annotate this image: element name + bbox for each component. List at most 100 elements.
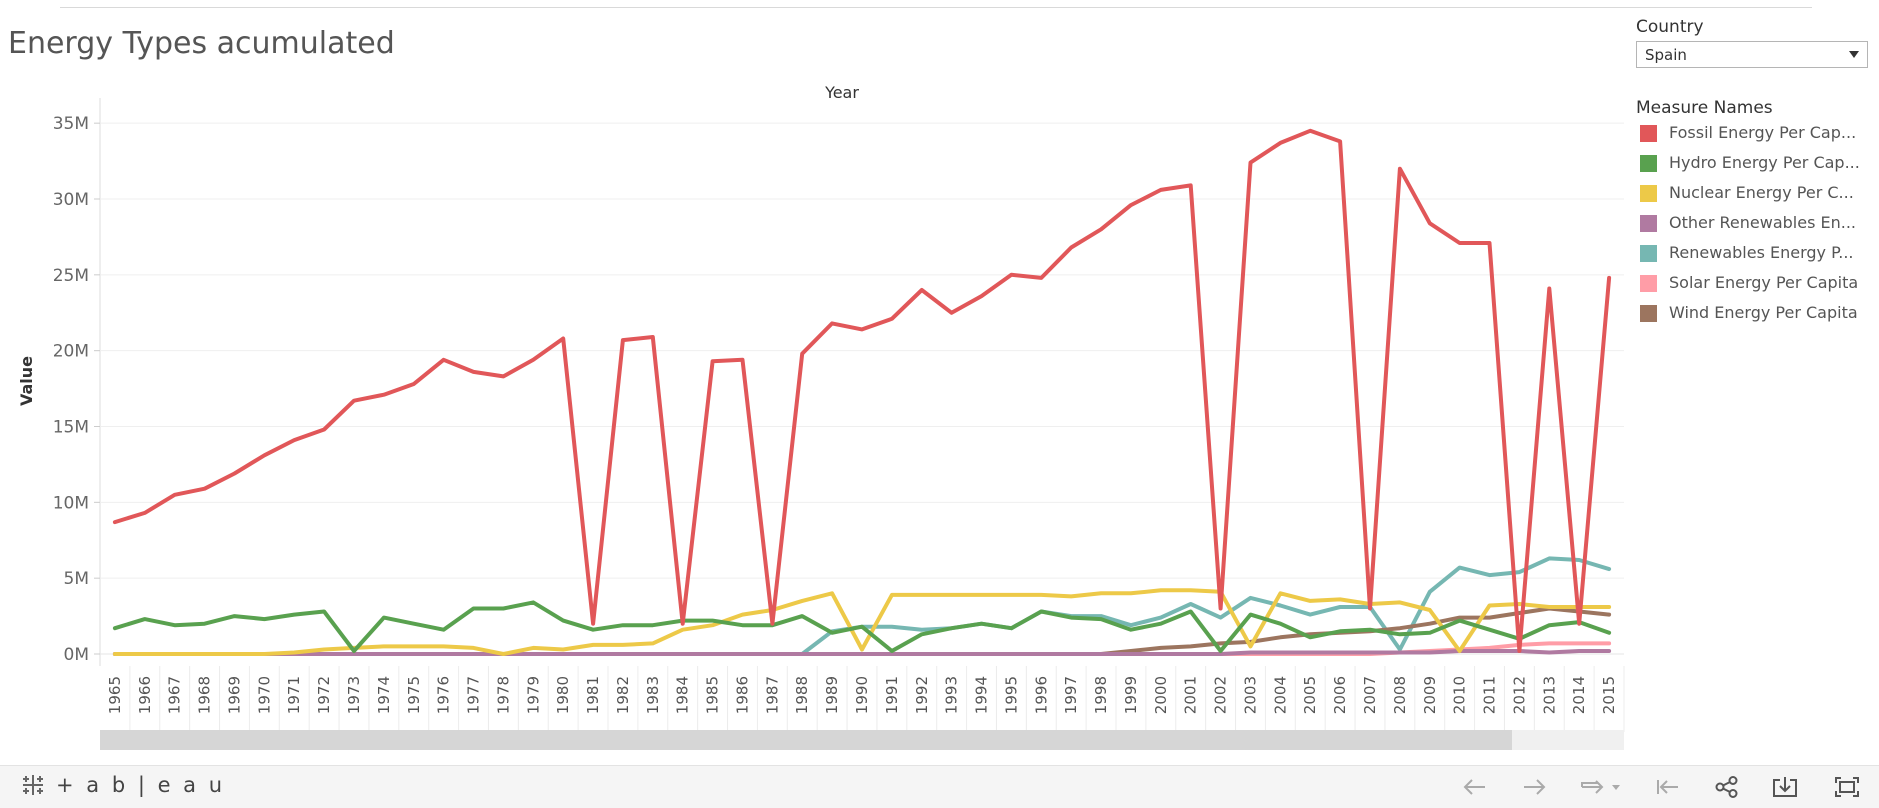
x-tick-label: 1976 [435, 676, 453, 714]
x-tick-label: 1995 [1002, 676, 1020, 714]
x-tick-label: 2009 [1421, 676, 1439, 714]
country-dropdown[interactable]: Spain [1636, 41, 1868, 68]
legend-title: Measure Names [1636, 98, 1773, 118]
horizontal-scrollbar-thumb[interactable] [100, 730, 1512, 750]
x-tick-label: 1988 [793, 676, 811, 714]
legend-item[interactable]: Nuclear Energy Per C... [1636, 178, 1872, 208]
legend-label: Hydro Energy Per Cap... [1669, 153, 1860, 172]
tableau-wordmark: + a b | e a u [56, 773, 226, 797]
download-icon [1773, 777, 1797, 797]
x-tick-label: 1997 [1062, 676, 1080, 714]
redo-button[interactable] [1519, 774, 1549, 800]
download-button[interactable] [1770, 774, 1800, 800]
x-tick-label: 1978 [494, 676, 512, 714]
y-axis-title: Value [17, 356, 36, 406]
legend-item[interactable]: Wind Energy Per Capita [1636, 298, 1872, 328]
series-line[interactable] [112, 588, 1612, 656]
x-axis-title: Year [824, 83, 859, 102]
x-tick-label: 2007 [1361, 676, 1379, 714]
x-tick-label: 1965 [106, 676, 124, 714]
legend-label: Other Renewables En... [1669, 213, 1857, 232]
x-tick-label: 1974 [375, 676, 393, 714]
legend-item[interactable]: Other Renewables En... [1636, 208, 1872, 238]
revert-button[interactable] [1576, 774, 1626, 800]
x-tick-label: 2010 [1451, 676, 1469, 714]
fullscreen-button[interactable] [1832, 774, 1862, 800]
series-line[interactable] [112, 649, 1612, 656]
x-tick-label: 1998 [1092, 676, 1110, 714]
y-tick-label: 5M [64, 569, 89, 589]
x-tick-label: 1990 [853, 676, 871, 714]
country-filter-label: Country [1636, 17, 1704, 37]
x-tick-label: 1973 [345, 676, 363, 714]
x-tick-label: 1977 [465, 676, 483, 714]
legend-label: Wind Energy Per Capita [1669, 303, 1858, 322]
x-tick-label: 1982 [614, 676, 632, 714]
legend-item[interactable]: Hydro Energy Per Cap... [1636, 148, 1872, 178]
x-tick-label: 1979 [524, 676, 542, 714]
share-button[interactable] [1712, 774, 1742, 800]
x-tick-label: 1985 [704, 676, 722, 714]
y-tick-label: 25M [53, 266, 89, 286]
x-tick-label: 1981 [584, 676, 602, 714]
x-tick-label: 1996 [1032, 676, 1050, 714]
y-tick-label: 15M [53, 418, 89, 438]
tableau-cross-icon [23, 775, 43, 795]
legend-item[interactable]: Fossil Energy Per Cap... [1636, 118, 1872, 148]
reset-button[interactable] [1652, 774, 1682, 800]
arrow-right-icon [1524, 779, 1546, 795]
x-tick-label: 1986 [733, 676, 751, 714]
legend-label: Nuclear Energy Per C... [1669, 183, 1854, 202]
x-tick-label: 1991 [883, 676, 901, 714]
legend-swatch [1640, 185, 1657, 202]
x-tick-label: 1968 [196, 676, 214, 714]
x-tick-label: 2008 [1391, 676, 1409, 714]
x-tick-label: 1980 [554, 676, 572, 714]
legend-swatch [1640, 305, 1657, 322]
tableau-toolbar: + a b | e a u [0, 765, 1879, 808]
line-chart: Year Value 0M 5M 10M 15M 20M 25M 30M 35M 1965 1966 1… [17, 83, 1625, 750]
fullscreen-icon [1835, 777, 1859, 797]
x-tick-label: 1967 [166, 676, 184, 714]
y-tick-label: 0M [64, 645, 89, 665]
share-icon [1715, 776, 1738, 798]
x-tick-label: 1970 [255, 676, 273, 714]
x-tick-label: 1989 [823, 676, 841, 714]
x-tick-label: 2013 [1540, 676, 1558, 714]
x-tick-label: 1969 [225, 676, 243, 714]
series-line[interactable] [112, 556, 1612, 656]
x-tick-label: 1984 [674, 676, 692, 714]
x-tick-label: 2004 [1271, 676, 1289, 714]
chevron-down-icon [1849, 51, 1859, 58]
legend-swatch [1640, 155, 1657, 172]
x-tick-label: 2001 [1182, 676, 1200, 714]
legend-swatch [1640, 245, 1657, 262]
x-tick-label: 1972 [315, 676, 333, 714]
x-tick-label: 2005 [1301, 676, 1319, 714]
legend-item[interactable]: Solar Energy Per Capita [1636, 268, 1872, 298]
legend-label: Solar Energy Per Capita [1669, 273, 1859, 292]
legend-swatch [1640, 275, 1657, 292]
legend-swatch [1640, 125, 1657, 142]
legend-label: Renewables Energy P... [1669, 243, 1854, 262]
reset-icon [1657, 780, 1678, 794]
legend-item[interactable]: Renewables Energy P... [1636, 238, 1872, 268]
x-tick-label: 1999 [1122, 676, 1140, 714]
x-tick-label: 1987 [763, 676, 781, 714]
series-line[interactable] [112, 600, 1612, 653]
x-tick-label: 2003 [1241, 676, 1259, 714]
x-tick-label: 1971 [285, 676, 303, 714]
series-line[interactable] [112, 128, 1612, 653]
legend: Fossil Energy Per Cap... Hydro Energy Per… [1636, 118, 1872, 328]
tableau-logo[interactable]: + a b | e a u [20, 772, 225, 798]
revert-icon [1581, 780, 1620, 794]
legend-label: Fossil Energy Per Cap... [1669, 123, 1857, 142]
x-tick-label: 2002 [1212, 676, 1230, 714]
x-tick-label: 2012 [1510, 676, 1528, 714]
y-tick-label: 10M [53, 493, 89, 513]
side-panel: Country Spain Measure Names Fossil Energ… [1636, 17, 1872, 328]
x-tick-label: 2011 [1481, 676, 1499, 714]
x-tick-label: 1994 [973, 676, 991, 714]
undo-button[interactable] [1460, 774, 1490, 800]
x-tick-label: 2006 [1331, 676, 1349, 714]
